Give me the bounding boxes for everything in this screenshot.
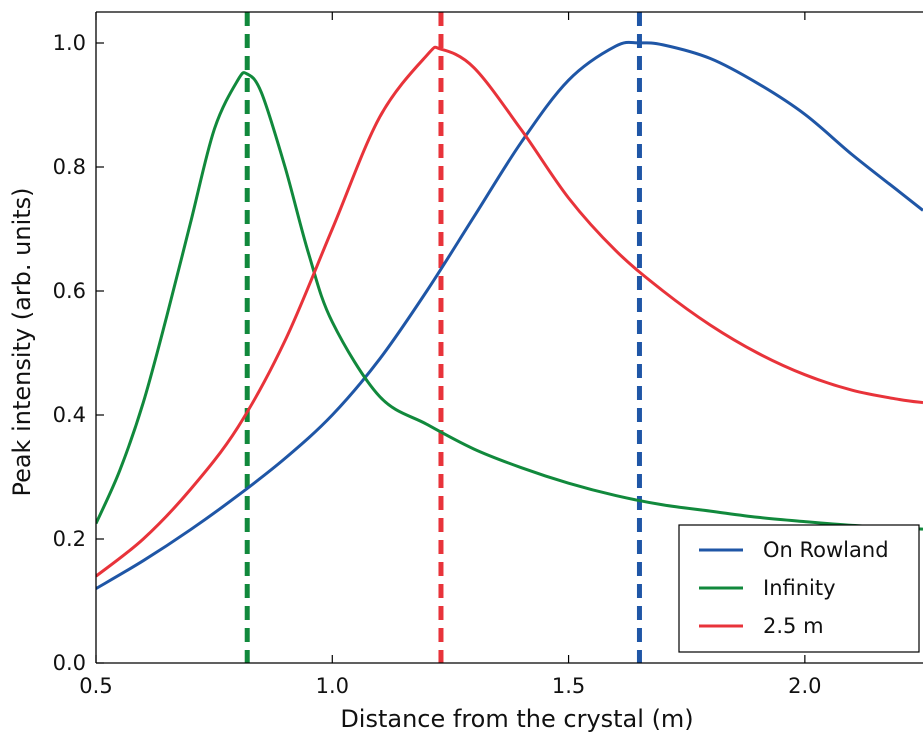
series-line: [96, 71, 923, 531]
y-axis-title: Peak intensity (arb. units): [8, 187, 36, 496]
y-ticks: 0.0 0.2 0.4 0.6 0.8 1.0: [53, 31, 104, 675]
y-tick-label: 0.6: [53, 279, 86, 303]
x-tick-label: 0.5: [79, 674, 112, 698]
x-tick-label: 2.0: [788, 674, 821, 698]
x-axis-title: Distance from the crystal (m): [340, 705, 693, 733]
series-line: [96, 40, 923, 590]
y-tick-label: 0.8: [53, 155, 86, 179]
y-tick-label: 0.0: [53, 651, 86, 675]
x-tick-label: 1.0: [316, 674, 349, 698]
series-line: [96, 45, 923, 578]
legend: On Rowland Infinity 2.5 m: [678, 524, 920, 653]
x-ticks: 0.5 1.0 1.5 2.0: [79, 12, 822, 698]
y-tick-label: 1.0: [53, 31, 86, 55]
legend-label: On Rowland: [763, 538, 889, 562]
series-lines: [96, 40, 923, 590]
y-tick-label: 0.4: [53, 403, 86, 427]
x-tick-label: 1.5: [552, 674, 585, 698]
legend-label: 2.5 m: [763, 614, 824, 638]
legend-label: Infinity: [763, 576, 836, 600]
y-tick-label: 0.2: [53, 527, 86, 551]
